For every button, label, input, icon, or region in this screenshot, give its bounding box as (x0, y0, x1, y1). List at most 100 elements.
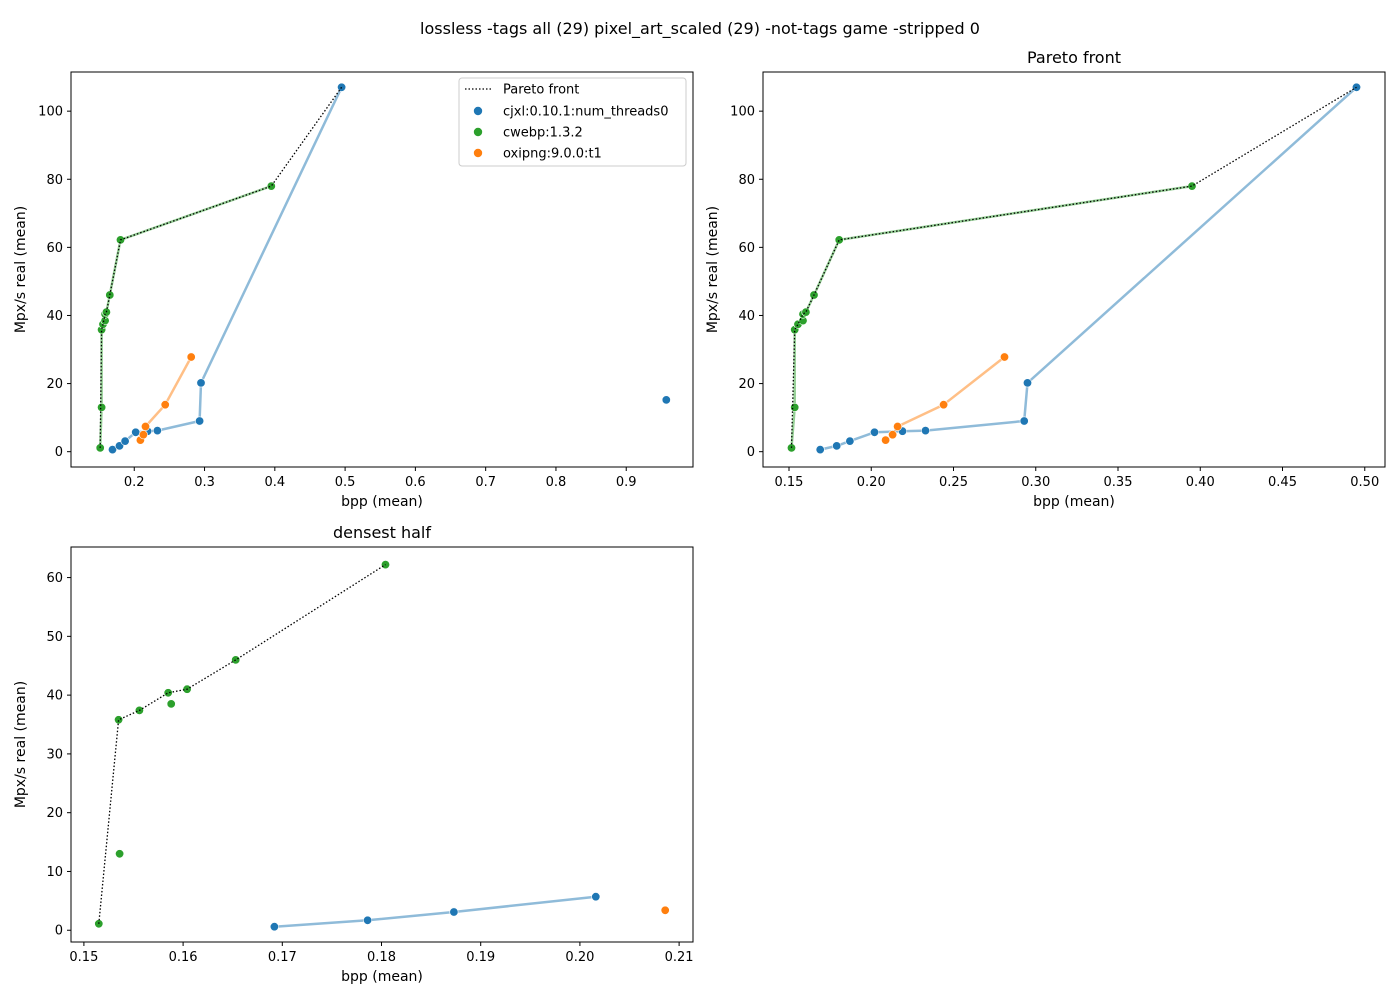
data-point-cwebp (114, 715, 124, 725)
x-tick-label: 0.25 (939, 475, 968, 490)
x-tick-label: 0.4 (264, 475, 285, 490)
data-point-oxipng (186, 352, 196, 362)
y-tick-label: 60 (46, 571, 63, 586)
axes-2: 0.15 0.20 0.25 0.30 0.35 0.40 0.45 0.50 0 20 40 60 8… (705, 48, 1386, 510)
x-tick-label: 0.20 (857, 475, 886, 490)
x-axis-label: bpp (mean) (341, 969, 423, 985)
axes-title: Pareto front (1027, 48, 1121, 67)
data-point-cwebp (163, 688, 173, 698)
x-tick-label: 0.5 (335, 475, 356, 490)
data-point-oxipng (893, 421, 903, 431)
x-tick-label: 0.19 (466, 950, 495, 965)
x-tick-label: 0.9 (616, 475, 637, 490)
x-tick-label: 0.7 (475, 475, 496, 490)
y-axis-label: Mpx/s real (mean) (13, 206, 29, 333)
axes-frame (70, 71, 694, 468)
x-tick-label: 0.35 (1104, 475, 1133, 490)
pareto-front-line (790, 86, 1357, 448)
y-tick-label: 40 (738, 309, 755, 324)
x-tick-label: 0.3 (194, 475, 215, 490)
data-point-oxipng (999, 352, 1009, 362)
legend-box (458, 77, 687, 167)
data-point-cjxl (661, 395, 671, 405)
data-point-cjxl (832, 441, 842, 451)
y-tick-label: 10 (46, 865, 63, 880)
legend-label-pareto: Pareto front (503, 83, 579, 98)
x-tick-label: 0.30 (1021, 475, 1050, 490)
y-tick-label: 100 (730, 105, 755, 120)
data-point-cjxl (131, 427, 141, 437)
y-tick-label: 60 (46, 241, 63, 256)
x-tick-label: 0.15 (775, 475, 804, 490)
data-point-cjxl (337, 82, 347, 92)
axes-title: densest half (333, 523, 431, 542)
data-point-cwebp (834, 235, 844, 245)
y-tick-label: 20 (738, 377, 755, 392)
y-tick-label: 50 (46, 630, 63, 645)
data-point-cwebp (801, 307, 811, 317)
data-point-cjxl (449, 907, 459, 917)
data-point-cwebp (231, 655, 241, 665)
data-point-cwebp (266, 181, 276, 191)
legend-label-cwebp: cwebp:1.3.2 (503, 126, 583, 141)
legend-label-oxipng: oxipng:9.0.0:t1 (503, 147, 602, 162)
data-point-cjxl (1022, 378, 1032, 388)
data-point-cwebp (115, 849, 125, 859)
data-point-oxipng (939, 400, 949, 410)
series-line-cjxl (274, 895, 596, 928)
data-point-oxipng (141, 421, 151, 431)
legend-swatch-oxipng (473, 148, 483, 158)
data-point-cjxl (591, 892, 601, 902)
figure-title: lossless -tags all (29) pixel_art_scaled… (420, 19, 980, 39)
x-tick-label: 0.15 (69, 950, 98, 965)
data-point-cjxl (195, 416, 205, 426)
y-tick-label: 40 (46, 309, 63, 324)
legend: Pareto front cjxl:0.10.1:num_threads0cweb… (458, 77, 687, 167)
y-tick-label: 40 (46, 689, 63, 704)
data-point-cwebp (166, 699, 176, 709)
y-tick-label: 80 (738, 173, 755, 188)
plot-area (95, 82, 671, 455)
legend-swatch-cwebp (473, 127, 483, 137)
x-tick-label: 0.16 (169, 950, 198, 965)
data-point-cjxl (152, 426, 162, 436)
x-tick-label: 0.6 (405, 475, 426, 490)
data-point-cjxl (196, 378, 206, 388)
y-axis-label: Mpx/s real (mean) (13, 681, 29, 808)
pareto-front-line (99, 86, 343, 448)
data-point-cjxl (845, 436, 855, 446)
y-tick-label: 80 (46, 173, 63, 188)
data-point-cjxl (815, 445, 825, 455)
x-tick-label: 0.50 (1350, 475, 1379, 490)
x-axis-label: bpp (mean) (341, 494, 423, 510)
y-axis-label: Mpx/s real (mean) (705, 206, 721, 333)
legend-swatch-cjxl (473, 106, 483, 116)
plot-area (94, 560, 670, 932)
y-tick-label: 20 (46, 806, 63, 821)
x-tick-label: 0.40 (1186, 475, 1215, 490)
x-tick-label: 0.18 (367, 950, 396, 965)
x-tick-label: 0.17 (268, 950, 297, 965)
data-point-oxipng (160, 400, 170, 410)
data-point-cwebp (97, 402, 107, 412)
y-tick-label: 30 (46, 747, 63, 762)
x-tick-label: 0.8 (546, 475, 567, 490)
y-tick-label: 20 (46, 377, 63, 392)
legend-label-cjxl: cjxl:0.10.1:num_threads0 (503, 105, 668, 120)
axes-3: 0.15 0.16 0.17 0.18 0.19 0.20 0.21 0 10 20 30 40 50 6… (13, 523, 694, 985)
y-tick-label: 100 (38, 105, 63, 120)
plot-area (786, 82, 1362, 455)
data-point-cjxl (120, 436, 130, 446)
y-tick-label: 60 (738, 241, 755, 256)
data-point-cjxl (108, 445, 118, 455)
data-point-cjxl (363, 915, 373, 925)
y-tick-label: 0 (55, 924, 63, 939)
data-point-cwebp (790, 402, 800, 412)
x-axis-label: bpp (mean) (1033, 494, 1115, 510)
data-point-cjxl (1019, 416, 1029, 426)
x-tick-label: 0.45 (1268, 475, 1297, 490)
data-point-oxipng (138, 430, 148, 440)
data-point-oxipng (881, 435, 891, 445)
y-tick-label: 0 (747, 445, 755, 460)
